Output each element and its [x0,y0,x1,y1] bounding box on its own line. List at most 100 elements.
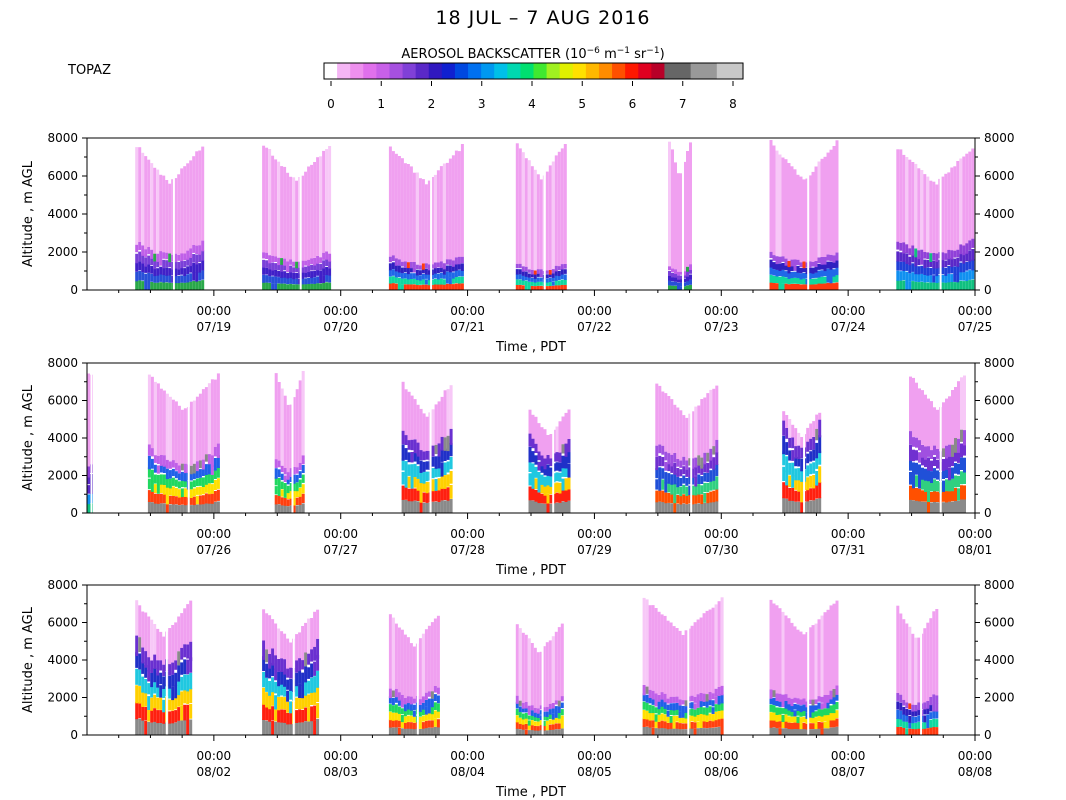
backscatter-cell [953,274,957,282]
backscatter-cell [950,282,954,290]
backscatter-cell [195,263,199,273]
backscatter-cell [671,285,674,290]
backscatter-cell [165,468,169,480]
backscatter-cell [802,284,806,290]
backscatter-cell [135,718,139,735]
backscatter-cell [159,474,163,485]
backscatter-cell [192,480,196,488]
backscatter-cell-high [548,165,552,270]
backscatter-cell [809,463,813,475]
backscatter-cell [932,253,936,260]
backscatter-cell [410,452,414,463]
backscatter-cell [658,455,662,467]
backscatter-cell [540,484,544,494]
backscatter-cell [688,467,692,478]
backscatter-cell [717,719,721,727]
backscatter-cell [971,279,975,290]
backscatter-cell [274,459,278,468]
backscatter-cell-high [274,159,278,257]
backscatter-cell [696,701,700,708]
backscatter-cell [268,654,272,669]
backscatter-cell [201,477,205,487]
backscatter-cell [319,263,323,271]
backscatter-cell [422,472,426,484]
backscatter-cell [788,462,792,475]
backscatter-cell [688,476,692,485]
backscatter-cell [905,253,909,264]
backscatter-cell [216,478,220,489]
backscatter-cell [204,464,208,475]
backscatter-cell [277,478,281,488]
backscatter-cell [280,473,284,481]
backscatter-cell [675,715,679,722]
backscatter-cell [826,254,830,261]
backscatter-cell [391,690,395,698]
y-tick-label-left: 8000 [47,578,78,592]
backscatter-cell [563,279,567,285]
backscatter-cell-high [413,399,417,440]
backscatter-cell [802,261,806,269]
data-gap [543,139,546,290]
backscatter-cell [684,706,688,713]
backscatter-cell [443,500,447,513]
backscatter-cell [668,280,671,286]
backscatter-cell [670,484,674,495]
backscatter-cell [316,654,320,671]
backscatter-cell [926,728,930,735]
backscatter-cell-high [908,626,912,704]
backscatter-cell [664,492,668,504]
backscatter-cell [186,719,190,735]
colorbar-cell [651,63,666,79]
backscatter-cell [811,699,815,706]
backscatter-cell [696,728,700,735]
backscatter-cell [823,276,827,284]
backscatter-cell [280,270,284,278]
backscatter-cell [298,284,302,290]
backscatter-cell [304,260,308,266]
backscatter-cell [406,267,410,275]
backscatter-cell-high [645,599,649,687]
backscatter-cell [699,707,703,714]
data-gap [429,381,432,514]
backscatter-cell [401,444,405,461]
backscatter-cell [708,713,712,721]
backscatter-cell [286,723,290,735]
backscatter-cell [548,274,552,278]
backscatter-cell [806,501,810,513]
backscatter-cell [418,705,422,712]
backscatter-cell-high [927,398,930,447]
backscatter-cell [936,449,939,459]
backscatter-cell-high [292,177,296,262]
backscatter-cell [681,705,685,712]
backscatter-cell [265,649,269,663]
backscatter-cell-high [546,435,550,455]
backscatter-cell [533,717,537,722]
backscatter-cell [709,502,713,513]
backscatter-cell [87,466,90,478]
backscatter-cell [174,672,178,686]
backscatter-cell [430,705,434,715]
backscatter-cell [283,659,287,675]
backscatter-cell [424,728,428,735]
backscatter-cell [708,720,712,728]
backscatter-cell-high [141,152,145,246]
backscatter-cell [699,714,703,722]
backscatter-cell [826,728,830,735]
backscatter-cell [301,484,305,494]
backscatter-cell [289,667,293,679]
backscatter-cell [533,282,537,287]
backscatter-cell [797,501,801,513]
backscatter-cell [150,722,154,735]
backscatter-cell [292,273,296,280]
backscatter-cell [400,694,404,703]
backscatter-cell [400,278,404,285]
backscatter-cell [407,500,411,513]
backscatter-cell [557,285,561,290]
backscatter-cell [153,474,157,484]
backscatter-cell [832,712,836,721]
backscatter-cell [295,685,299,697]
backscatter-cell-high [144,156,148,250]
backscatter-cell [664,461,668,471]
backscatter-cell [518,263,522,269]
